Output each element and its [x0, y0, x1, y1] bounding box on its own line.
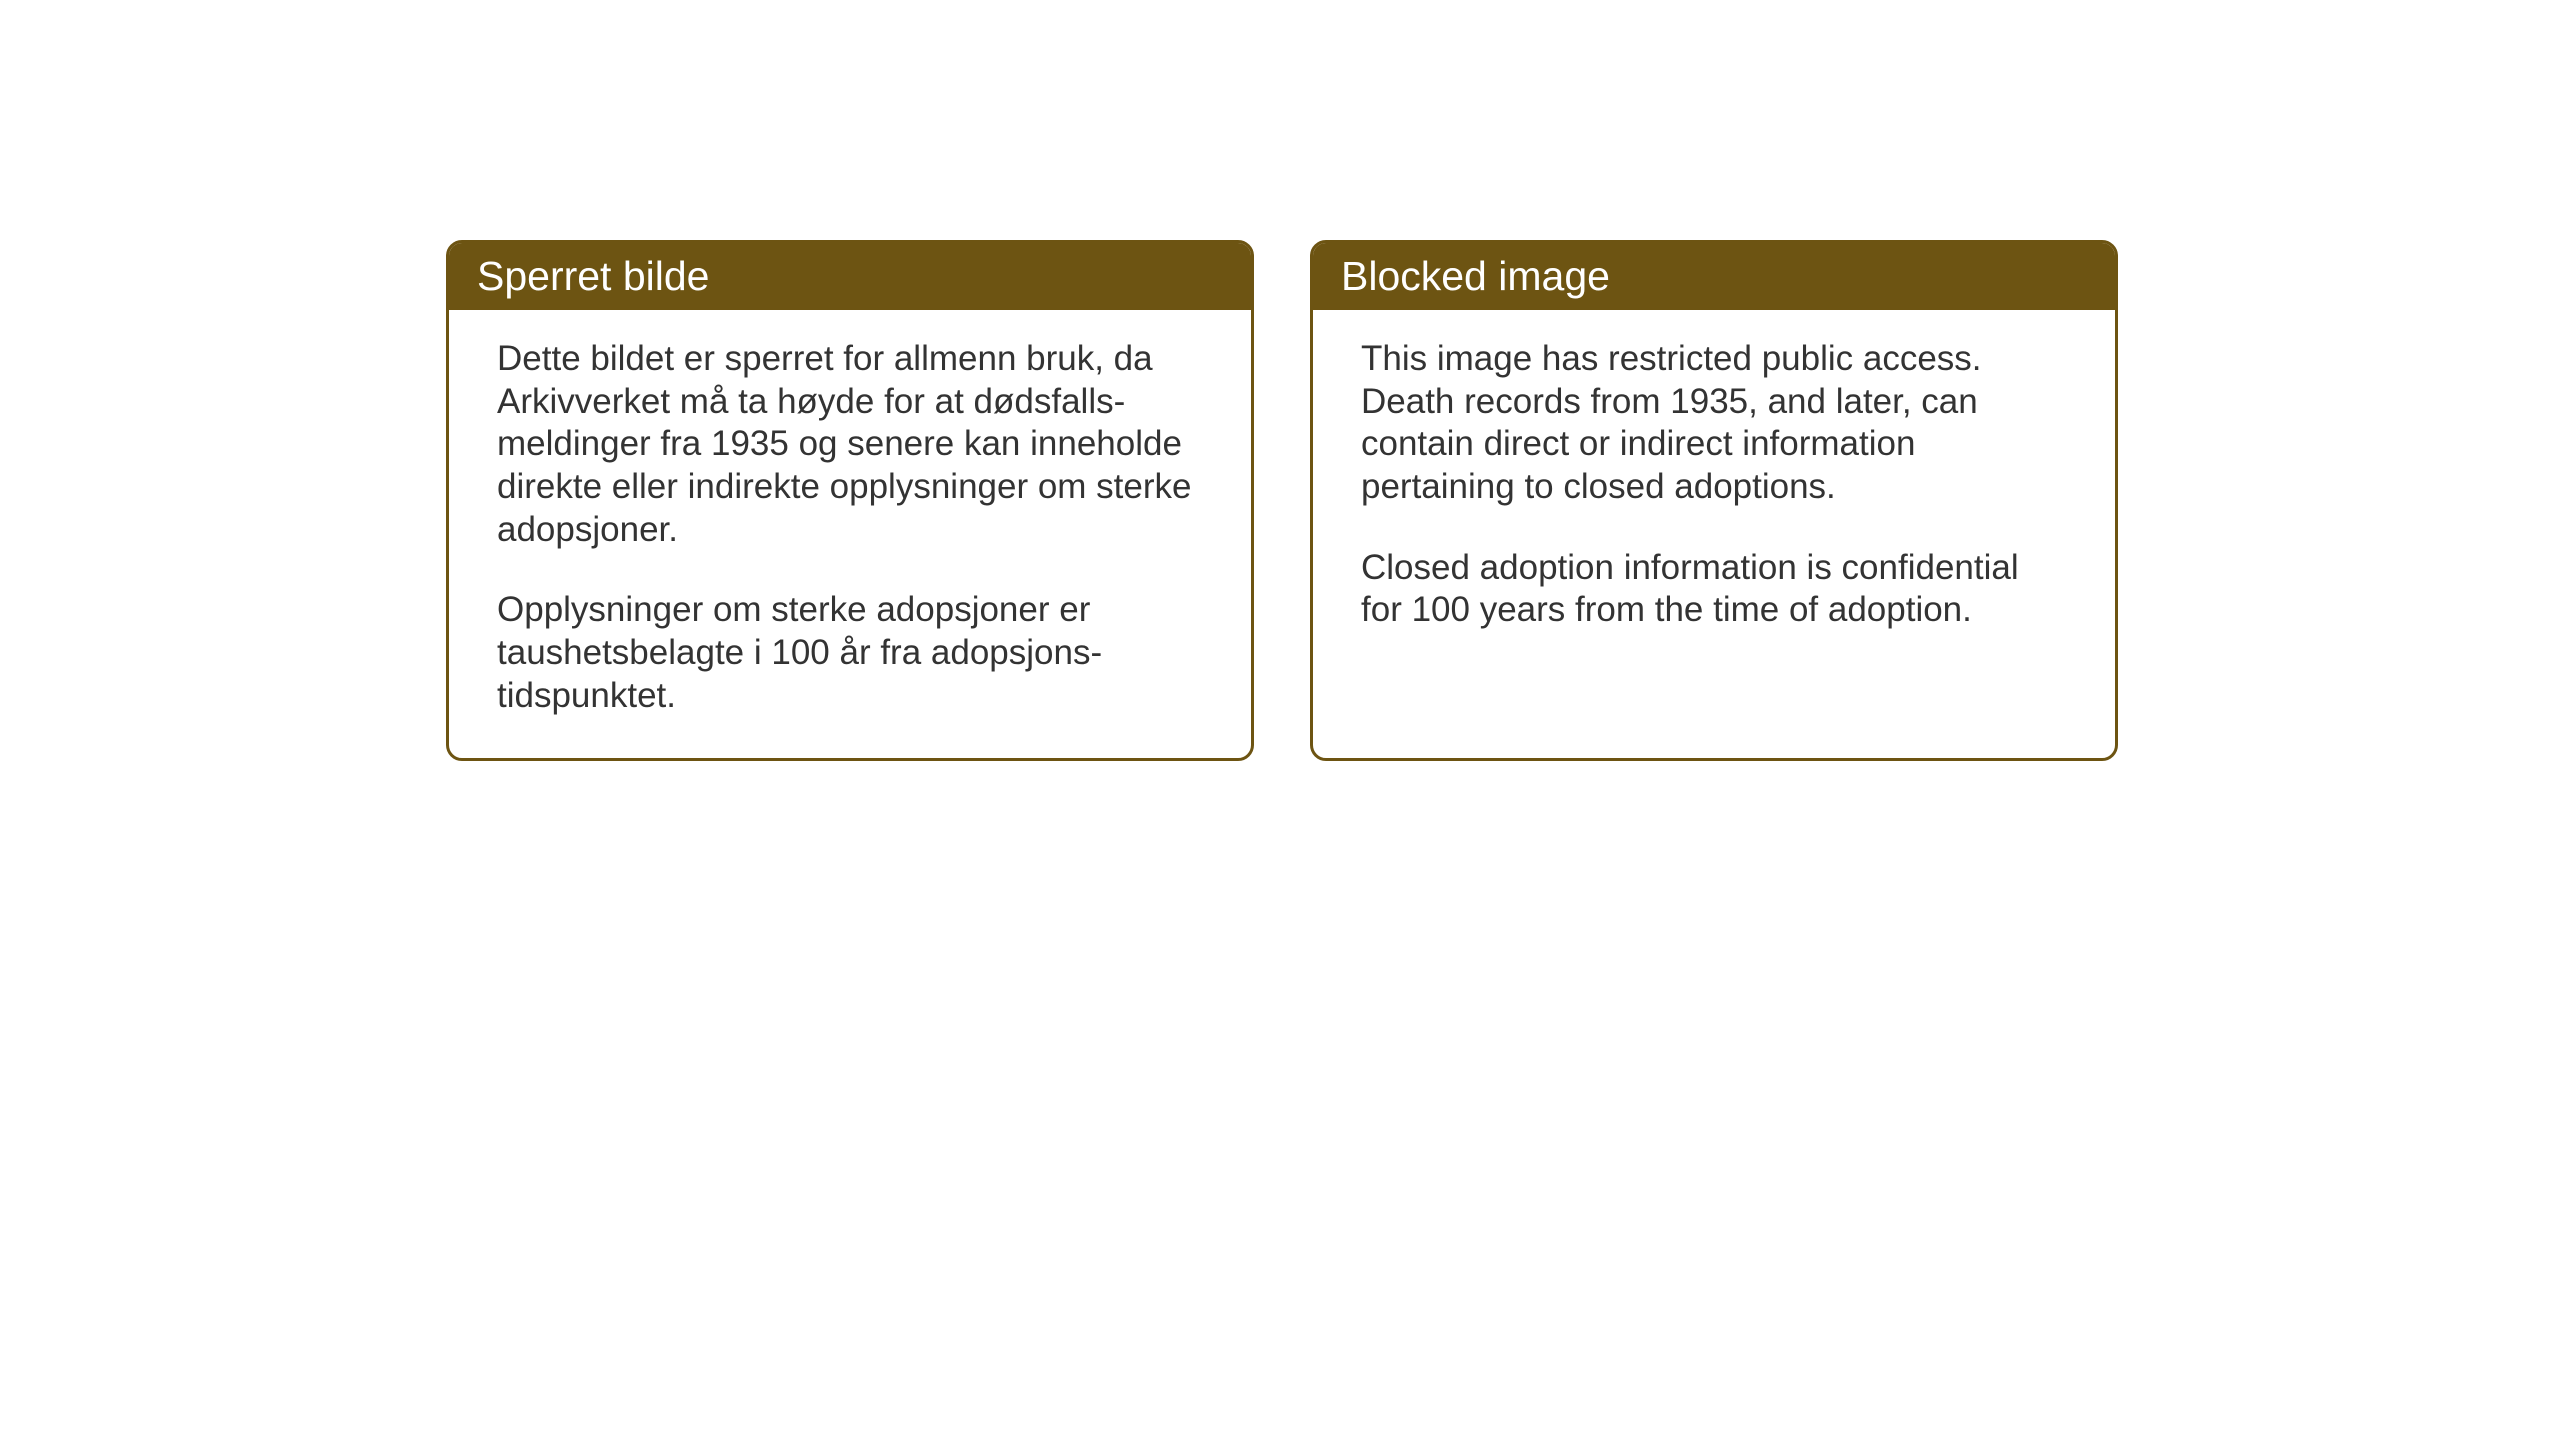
english-card-body: This image has restricted public access.… — [1313, 310, 2115, 672]
norwegian-paragraph-1: Dette bildet er sperret for allmenn bruk… — [497, 338, 1203, 551]
norwegian-card-body: Dette bildet er sperret for allmenn bruk… — [449, 310, 1251, 758]
notice-container: Sperret bilde Dette bildet er sperret fo… — [446, 240, 2118, 761]
norwegian-notice-card: Sperret bilde Dette bildet er sperret fo… — [446, 240, 1254, 761]
norwegian-card-title: Sperret bilde — [449, 243, 1251, 310]
english-notice-card: Blocked image This image has restricted … — [1310, 240, 2118, 761]
english-card-title: Blocked image — [1313, 243, 2115, 310]
english-paragraph-2: Closed adoption information is confident… — [1361, 547, 2067, 632]
norwegian-paragraph-2: Opplysninger om sterke adopsjoner er tau… — [497, 589, 1203, 717]
english-paragraph-1: This image has restricted public access.… — [1361, 338, 2067, 509]
